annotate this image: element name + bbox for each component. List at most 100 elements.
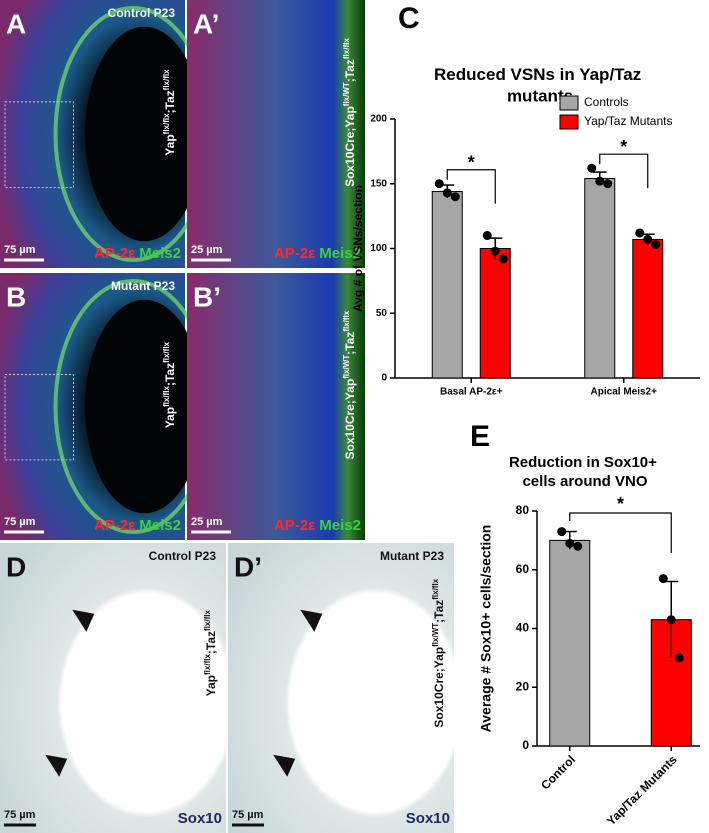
stain-label: Sox10 xyxy=(178,810,222,827)
stain-name: AP-2ε xyxy=(94,517,135,534)
stain-label: AP-2ε Meis2 xyxy=(274,517,361,534)
arrowhead xyxy=(45,754,68,777)
image-panel: B’ Sox10Cre;Yapflx/WT;Tazflx/flx 25 µm AP-2… xyxy=(187,273,365,540)
significance-label: * xyxy=(468,153,475,173)
panel-letter: C xyxy=(398,2,420,35)
data-point xyxy=(643,234,653,244)
panel-title: Mutant P23 xyxy=(111,279,175,293)
data-point xyxy=(603,179,613,189)
inset-box xyxy=(4,373,74,461)
significance-bracket xyxy=(569,512,672,553)
chart-title: Reduction in Sox10+ cells around VNO xyxy=(509,454,661,490)
genotype-part: flx/WT xyxy=(342,82,351,106)
genotype-label: Yapflx/flx;Tazflx/flx xyxy=(162,69,178,156)
micrograph xyxy=(187,0,365,268)
lumen xyxy=(85,26,204,242)
genotype-label: Yapflx/flx;Tazflx/flx xyxy=(162,341,178,428)
legend-swatch xyxy=(559,114,579,130)
stain-name: AP-2ε xyxy=(274,245,315,262)
genotype-label: Sox10Cre;Yapflx/WT;Tazflx/flx xyxy=(431,578,447,727)
genotype-part: Sox10Cre;Yap xyxy=(343,379,357,460)
genotype-label: Sox10Cre;Yapflx/WT;Tazflx/flx xyxy=(342,38,358,187)
stain-name: Meis2 xyxy=(319,517,361,534)
data-point xyxy=(658,574,668,584)
y-tick-label: 40 xyxy=(516,621,530,635)
scale-label: 75 µm xyxy=(4,516,36,528)
y-tick-label: 200 xyxy=(370,114,387,125)
bar xyxy=(632,238,664,379)
panel-title: Control P23 xyxy=(108,6,176,20)
legend-swatch xyxy=(559,95,579,111)
genotype-part: flx/WT xyxy=(342,355,351,379)
genotype-part: flx/flx xyxy=(431,578,440,599)
stain-name: Sox10 xyxy=(406,810,450,827)
image-panel: D’ Mutant P23 Sox10Cre;Yapflx/WT;Tazflx/fl… xyxy=(228,543,454,833)
stain-name: Meis2 xyxy=(139,517,181,534)
data-point xyxy=(573,541,583,551)
scale-label: 25 µm xyxy=(191,244,223,256)
data-point xyxy=(651,240,661,250)
data-point xyxy=(635,228,645,238)
genotype-part: flx/flx xyxy=(162,113,171,134)
stain-name: Meis2 xyxy=(139,245,181,262)
genotype-part: ;Taz xyxy=(163,90,177,113)
genotype-part: Yap xyxy=(163,134,177,155)
y-tick-label: 80 xyxy=(516,503,530,517)
panel-letter: E xyxy=(470,420,490,453)
image-panel: A’ Sox10Cre;Yapflx/WT;Tazflx/flx 25 µm AP-2… xyxy=(187,0,365,268)
chart-title: Reduced VSNs in Yap/Taz mutants xyxy=(434,65,646,105)
stain-name: AP-2ε xyxy=(274,517,315,534)
x-tick-label: Apical Meis2+ xyxy=(591,387,658,398)
stain-name: Sox10 xyxy=(178,810,222,827)
stain-label: AP-2ε Meis2 xyxy=(94,245,181,262)
genotype-part: flx/flx xyxy=(203,654,212,675)
y-tick-label: 50 xyxy=(376,308,388,319)
legend-label: Yap/Taz Mutants xyxy=(584,114,673,128)
y-tick-label: 20 xyxy=(516,679,530,693)
genotype-part: flx/flx xyxy=(203,610,212,631)
genotype-part: flx/flx xyxy=(342,310,351,331)
stain-label: AP-2ε Meis2 xyxy=(94,517,181,534)
scale-label: 75 µm xyxy=(232,809,264,821)
stain-label: Sox10 xyxy=(406,810,450,827)
micrograph xyxy=(0,543,226,833)
y-tick-label: 0 xyxy=(522,738,529,752)
x-tick-label: Control xyxy=(538,752,578,792)
genotype-part: ;Taz xyxy=(432,600,446,623)
genotype-part: Sox10Cre;Yap xyxy=(343,106,357,187)
genotype-part: flx/flx xyxy=(162,341,171,362)
panel-letter: D’ xyxy=(234,551,262,582)
panel-letter: A xyxy=(6,8,26,39)
stain-label: AP-2ε Meis2 xyxy=(274,245,361,262)
y-tick-label: 60 xyxy=(516,562,530,576)
data-point xyxy=(482,231,492,241)
genotype-label: Sox10Cre;Yapflx/WT;Tazflx/flx xyxy=(342,310,358,459)
genotype-part: flx/WT xyxy=(431,623,440,647)
stain-name: Meis2 xyxy=(319,245,361,262)
scale-label: 75 µm xyxy=(4,809,36,821)
genotype-part: Sox10Cre;Yap xyxy=(432,647,446,728)
bar xyxy=(479,248,511,379)
panel-letter: D xyxy=(6,551,26,582)
arrowhead xyxy=(273,754,296,777)
bar xyxy=(431,191,463,379)
significance-bracket xyxy=(599,153,649,189)
genotype-part: ;Taz xyxy=(343,332,357,355)
genotype-label: Yapflx/flx;Tazflx/flx xyxy=(203,610,219,697)
x-tick-label: Yap/Taz Mutants xyxy=(604,752,680,828)
genotype-part: Yap xyxy=(163,407,177,428)
bar xyxy=(549,539,591,747)
significance-bracket xyxy=(446,169,496,204)
y-axis-label: Avg # of VSNs/section xyxy=(351,185,365,312)
data-point xyxy=(674,653,684,663)
data-point xyxy=(587,163,597,173)
genotype-part: ;Taz xyxy=(343,59,357,82)
genotype-part: flx/flx xyxy=(342,38,351,59)
bar xyxy=(584,178,616,379)
legend-label: Controls xyxy=(584,95,629,109)
genotype-part: Yap xyxy=(204,675,218,696)
